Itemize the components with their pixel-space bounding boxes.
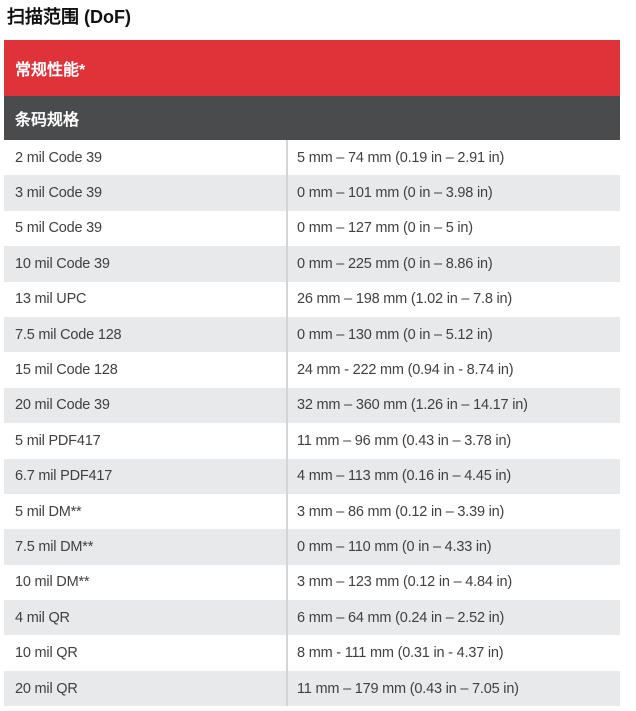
barcode-spec-cell: 13 mil UPC [15,291,87,308]
table-row: 5 mil DM** 3 mm – 86 mm (0.12 in – 3.39 … [4,493,620,530]
dof-range-cell: 26 mm – 198 mm (1.02 in – 7.8 in) [286,281,620,317]
dof-range-cell: 6 mm – 64 mm (0.24 in – 2.52 in) [286,600,620,636]
dof-range-cell: 0 mm – 127 mm (0 in – 5 in) [286,210,620,247]
barcode-spec-cell: 5 mil Code 39 [15,220,102,237]
table-row: 10 mil QR 8 mm - 111 mm (0.31 in - 4.37 … [4,635,620,671]
dof-range-cell: 11 mm – 96 mm (0.43 in – 3.78 in) [286,423,620,459]
section-header-general-performance: 常规性能* [4,40,620,96]
table-row: 5 mil Code 39 0 mm – 127 mm (0 in – 5 in… [4,210,620,247]
dof-range-cell: 4 mm – 113 mm (0.16 in – 4.45 in) [286,458,620,494]
barcode-spec-cell: 20 mil Code 39 [15,397,110,414]
barcode-spec-cell: 3 mil Code 39 [15,185,102,202]
barcode-spec-cell: 7.5 mil DM** [15,538,94,555]
barcode-spec-cell: 10 mil DM** [15,574,90,591]
table-row: 4 mil QR 6 mm – 64 mm (0.24 in – 2.52 in… [4,600,620,636]
dof-range-cell: 5 mm – 74 mm (0.19 in – 2.91 in) [286,140,620,176]
barcode-spec-cell: 10 mil Code 39 [15,255,110,272]
column-header-label: 条码规格 [15,112,80,129]
table-row: 20 mil Code 39 32 mm – 360 mm (1.26 in –… [4,387,620,424]
dof-range-cell: 11 mm – 179 mm (0.43 in – 7.05 in) [286,670,620,707]
dof-range-cell: 32 mm – 360 mm (1.26 in – 14.17 in) [286,387,620,424]
table-row: 2 mil Code 39 5 mm – 74 mm (0.19 in – 2.… [4,140,620,176]
section-header-label: 常规性能* [15,62,86,79]
dof-range-cell: 3 mm – 86 mm (0.12 in – 3.39 in) [286,493,620,530]
table-row: 7.5 mil DM** 0 mm – 110 mm (0 in – 4.33 … [4,529,620,565]
dof-range-cell: 0 mm – 110 mm (0 in – 4.33 in) [286,529,620,565]
barcode-spec-cell: 5 mil PDF417 [15,432,101,449]
dof-range-cell: 8 mm - 111 mm (0.31 in - 4.37 in) [286,635,620,671]
barcode-spec-cell: 5 mil DM** [15,503,82,520]
table-rows: 2 mil Code 39 5 mm – 74 mm (0.19 in – 2.… [4,140,620,707]
dof-range-cell: 0 mm – 130 mm (0 in – 5.12 in) [286,316,620,353]
table-row: 20 mil QR 11 mm – 179 mm (0.43 in – 7.05… [4,670,620,707]
table-row: 3 mil Code 39 0 mm – 101 mm (0 in – 3.98… [4,175,620,211]
dof-spec-table: 常规性能* 条码规格 2 mil Code 39 5 mm – 74 mm (0… [4,40,620,707]
barcode-spec-cell: 6.7 mil PDF417 [15,468,113,485]
table-row: 7.5 mil Code 128 0 mm – 130 mm (0 in – 5… [4,316,620,353]
table-row: 6.7 mil PDF417 4 mm – 113 mm (0.16 in – … [4,458,620,494]
table-row: 13 mil UPC 26 mm – 198 mm (1.02 in – 7.8… [4,281,620,317]
column-header-barcode-spec: 条码规格 [4,96,620,140]
table-row: 5 mil PDF417 11 mm – 96 mm (0.43 in – 3.… [4,423,620,459]
barcode-spec-cell: 20 mil QR [15,680,78,697]
dof-range-cell: 3 mm – 123 mm (0.12 in – 4.84 in) [286,564,620,601]
table-row: 10 mil Code 39 0 mm – 225 mm (0 in – 8.8… [4,246,620,282]
barcode-spec-cell: 15 mil Code 128 [15,362,118,379]
dof-range-cell: 0 mm – 225 mm (0 in – 8.86 in) [286,246,620,282]
table-row: 10 mil DM** 3 mm – 123 mm (0.12 in – 4.8… [4,564,620,601]
page-title: 扫描范围 (DoF) [7,7,131,27]
table-row: 15 mil Code 128 24 mm - 222 mm (0.94 in … [4,352,620,388]
barcode-spec-cell: 2 mil Code 39 [15,149,102,166]
dof-range-cell: 0 mm – 101 mm (0 in – 3.98 in) [286,175,620,211]
barcode-spec-cell: 4 mil QR [15,609,70,626]
dof-range-cell: 24 mm - 222 mm (0.94 in - 8.74 in) [286,352,620,388]
barcode-spec-cell: 7.5 mil Code 128 [15,326,122,343]
barcode-spec-cell: 10 mil QR [15,645,78,662]
